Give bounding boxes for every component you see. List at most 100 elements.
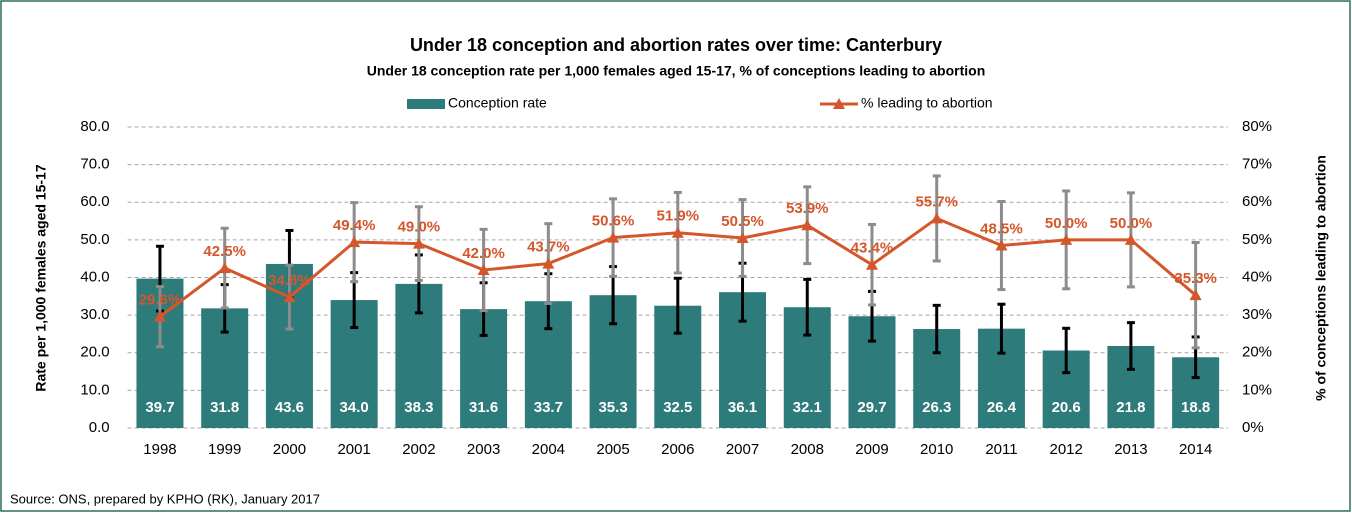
- line-value-label: 43.7%: [527, 239, 570, 256]
- line-value-label: 50.5%: [721, 213, 764, 230]
- x-tick-label: 2002: [402, 441, 435, 458]
- y-tick-label: 10.0: [80, 381, 109, 398]
- x-tick-label: 2013: [1114, 441, 1147, 458]
- x-tick-label: 2005: [596, 441, 629, 458]
- line-value-label: 50.0%: [1110, 215, 1153, 232]
- bar-value-label: 29.7: [857, 399, 886, 416]
- bar-value-label: 36.1: [728, 399, 757, 416]
- line-marker: [930, 212, 943, 224]
- bar-value-label: 38.3: [404, 399, 433, 416]
- line-value-label: 55.7%: [915, 193, 958, 210]
- y2-tick-label: 20%: [1242, 344, 1272, 361]
- x-tick-label: 2012: [1049, 441, 1082, 458]
- y-axis-label: Rate per 1,000 females aged 15-17: [33, 164, 49, 391]
- x-tick-label: 2004: [532, 441, 565, 458]
- x-tick-label: 1998: [143, 441, 176, 458]
- x-tick-label: 2009: [855, 441, 888, 458]
- bar-value-label: 39.7: [145, 399, 174, 416]
- y2-axis-label: % of conceptions leading to abortion: [1313, 155, 1329, 401]
- y-tick-label: 80.0: [80, 118, 109, 135]
- line-value-label: 51.9%: [657, 208, 700, 225]
- line-value-label: 35.3%: [1174, 270, 1217, 287]
- bar-value-label: 33.7: [534, 399, 563, 416]
- bar-value-label: 26.3: [922, 399, 951, 416]
- bar-value-label: 20.6: [1052, 399, 1081, 416]
- chart-title: Under 18 conception and abortion rates o…: [410, 35, 942, 55]
- line-value-label: 42.5%: [203, 243, 246, 260]
- y-tick-label: 50.0: [80, 231, 109, 248]
- y2-tick-label: 60%: [1242, 193, 1272, 210]
- bar-value-label: 32.5: [663, 399, 692, 416]
- bar-value-label: 18.8: [1181, 399, 1210, 416]
- line-marker: [1060, 233, 1073, 245]
- line-marker: [671, 226, 684, 238]
- line-marker: [542, 257, 555, 269]
- x-tick-label: 2011: [985, 441, 1017, 458]
- bar-value-label: 31.6: [469, 399, 498, 416]
- x-tick-label: 2014: [1179, 441, 1212, 458]
- line-marker: [607, 231, 620, 243]
- x-tick-label: 2003: [467, 441, 500, 458]
- line-marker: [1189, 289, 1202, 301]
- x-tick-label: 2000: [273, 441, 306, 458]
- legend-marker: [833, 98, 845, 109]
- bar-value-label: 32.1: [793, 399, 822, 416]
- line-value-label: 49.4%: [333, 217, 376, 234]
- line-marker: [348, 236, 361, 248]
- y2-tick-label: 0%: [1242, 419, 1264, 436]
- line-value-label: 42.0%: [462, 245, 505, 262]
- line-value-label: 53.9%: [786, 200, 829, 217]
- bar-value-label: 21.8: [1116, 399, 1145, 416]
- bar-error: [803, 277, 812, 337]
- line-marker: [412, 237, 425, 249]
- line-value-label: 43.4%: [851, 240, 894, 257]
- line-marker: [218, 262, 231, 274]
- source-note: Source: ONS, prepared by KPHO (RK), Janu…: [10, 491, 320, 506]
- line-value-label: 49.0%: [398, 219, 441, 236]
- line-marker: [801, 219, 814, 231]
- y2-tick-label: 40%: [1242, 268, 1272, 285]
- y-tick-label: 30.0: [80, 306, 109, 323]
- bar-error: [1062, 326, 1071, 375]
- y-tick-label: 60.0: [80, 193, 109, 210]
- line-marker: [995, 239, 1008, 251]
- line-marker: [283, 291, 296, 303]
- x-tick-label: 2008: [791, 441, 824, 458]
- legend-label: % leading to abortion: [861, 95, 993, 111]
- y2-tick-label: 50%: [1242, 231, 1272, 248]
- line-value-label: 50.6%: [592, 213, 635, 230]
- y2-tick-label: 80%: [1242, 118, 1272, 135]
- bar-error: [673, 276, 682, 335]
- bar-error: [932, 303, 941, 355]
- legend-label: Conception rate: [448, 95, 547, 111]
- bar-value-label: 31.8: [210, 399, 239, 416]
- bar-value-label: 35.3: [598, 399, 627, 416]
- x-tick-label: 2010: [920, 441, 953, 458]
- y-tick-label: 0.0: [89, 419, 110, 436]
- bar-value-label: 26.4: [987, 399, 1017, 416]
- bar-error: [1126, 321, 1135, 371]
- bar-value-label: 43.6: [275, 399, 304, 416]
- line-marker: [865, 258, 878, 270]
- bar-value-label: 34.0: [340, 399, 369, 416]
- line-marker: [1124, 233, 1137, 245]
- x-tick-label: 1999: [208, 441, 241, 458]
- y-tick-label: 20.0: [80, 344, 109, 361]
- line-value-label: 50.0%: [1045, 215, 1088, 232]
- x-tick-label: 2007: [726, 441, 759, 458]
- line-marker: [153, 310, 166, 322]
- x-tick-label: 2001: [337, 441, 370, 458]
- line-marker: [477, 263, 490, 275]
- line-value-label: 34.8%: [268, 272, 311, 289]
- y2-tick-label: 70%: [1242, 156, 1272, 173]
- legend-swatch: [407, 99, 445, 109]
- bar-error: [997, 302, 1006, 355]
- y-tick-label: 40.0: [80, 268, 109, 285]
- y2-tick-label: 10%: [1242, 381, 1272, 398]
- x-tick-label: 2006: [661, 441, 694, 458]
- line-value-label: 29.6%: [139, 292, 182, 309]
- line-marker: [736, 231, 749, 243]
- y2-tick-label: 30%: [1242, 306, 1272, 323]
- line-value-label: 48.5%: [980, 220, 1023, 237]
